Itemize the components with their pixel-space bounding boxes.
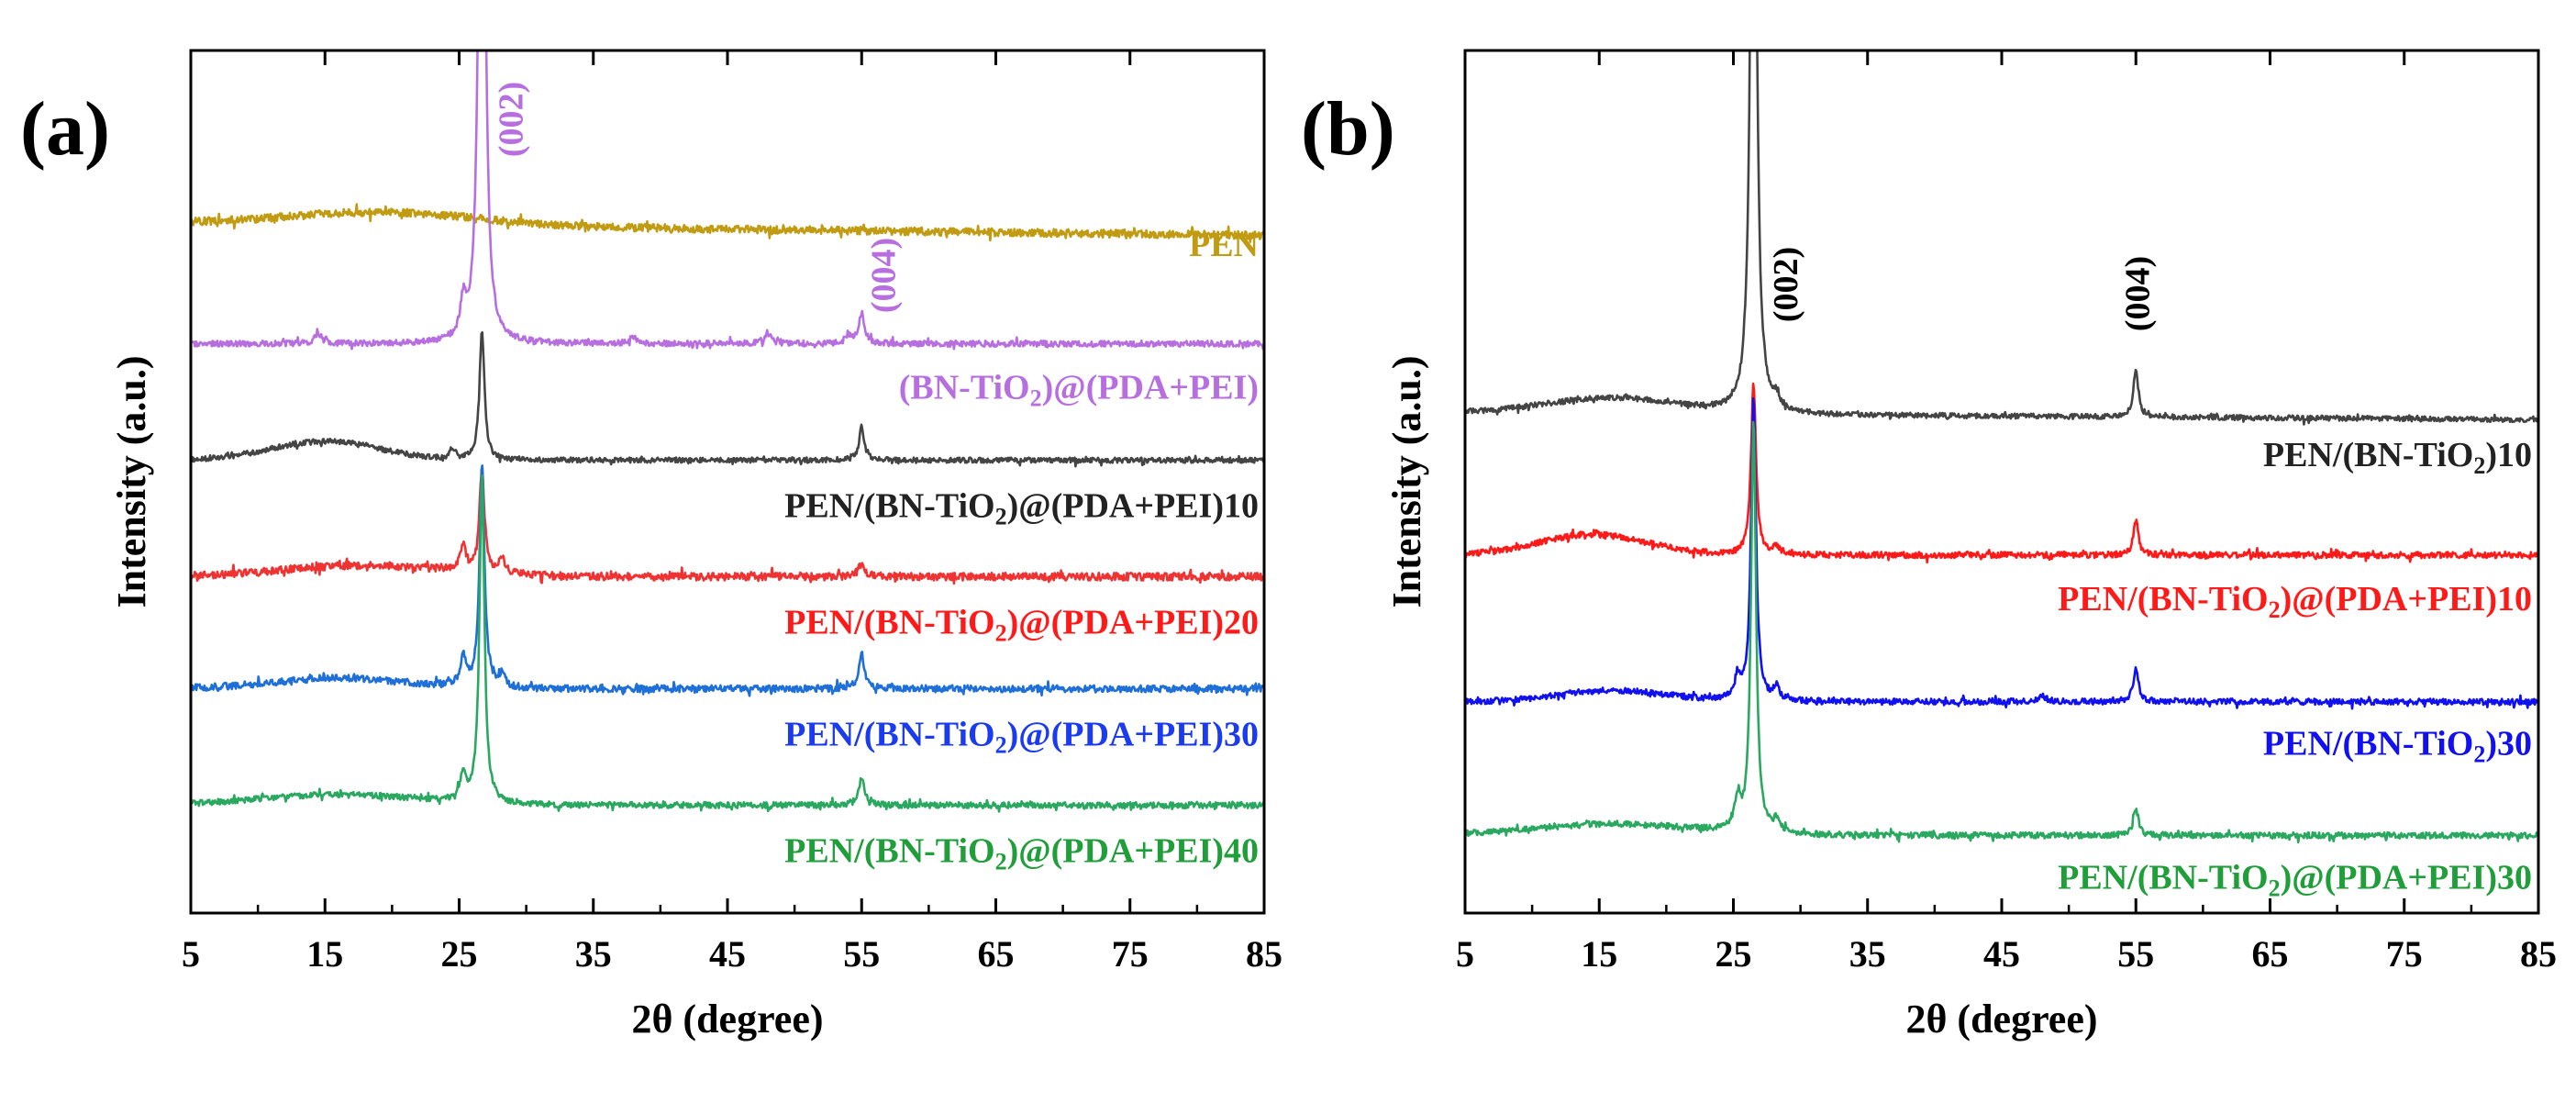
series-line-3 [1465, 420, 2538, 844]
x-tick-label: 55 [2117, 933, 2154, 975]
x-tick-label: 15 [1581, 933, 1617, 975]
y-axis-label: Intensity (a.u.) [1384, 355, 1429, 607]
series-label: PEN/(BN-TiO2)@(PDA+PEI)10 [2058, 580, 2532, 623]
plot-frame [1463, 49, 2540, 915]
series-line-2 [1465, 397, 2538, 710]
series-label: PEN/(BN-TiO2)@(PDA+PEI)20 [784, 603, 1259, 646]
x-axis-label: 2θ (degree) [631, 997, 823, 1042]
series-line-1 [191, 50, 1264, 351]
x-tick-label: 35 [575, 933, 612, 975]
series-label: PEN/(BN-TiO2)@(PDA+PEI)40 [784, 832, 1259, 875]
x-tick-label: 75 [1112, 933, 1149, 975]
x-tick-label: 65 [978, 933, 1015, 975]
x-tick-label: 5 [1456, 933, 1474, 975]
series-line-0 [1465, 50, 2538, 426]
panel-letter: (b) [1301, 86, 1395, 172]
x-tick-label: 5 [182, 933, 200, 975]
peak-annotation: (002) [492, 82, 530, 157]
series-label: PEN/(BN-TiO2)30 [2263, 725, 2532, 768]
series-line-0 [191, 203, 1264, 243]
peak-annotation: (002) [1767, 247, 1805, 322]
plot-frame [189, 49, 1266, 915]
peak-annotation: (004) [864, 238, 903, 313]
x-tick-label: 35 [1849, 933, 1886, 975]
series-group [191, 50, 1264, 813]
x-axis-label: 2θ (degree) [1905, 997, 2097, 1042]
x-tick-label: 85 [2520, 933, 2557, 975]
series-line-2 [191, 331, 1264, 468]
x-tick-label: 15 [306, 933, 343, 975]
series-line-1 [1465, 382, 2538, 564]
series-label: (BN-TiO2)@(PDA+PEI) [899, 369, 1259, 412]
x-tick-label: 55 [843, 933, 880, 975]
panel-0: 5 15 25 35 45 55 65 75 85 2θ (degree) Intensity (a… [20, 49, 1282, 1042]
series-group [1465, 50, 2538, 844]
series-line-4 [191, 464, 1264, 697]
series-label: PEN [1189, 226, 1259, 264]
x-tick-label: 65 [2252, 933, 2289, 975]
peak-annotation: (004) [2118, 256, 2157, 331]
series-label: PEN/(BN-TiO2)@(PDA+PEI)30 [784, 716, 1259, 759]
series-line-5 [191, 474, 1264, 813]
panel-letter: (a) [20, 86, 110, 172]
series-line-3 [191, 465, 1264, 585]
series-label: PEN/(BN-TiO2)10 [2263, 436, 2532, 479]
series-label: PEN/(BN-TiO2)@(PDA+PEI)30 [2058, 858, 2532, 901]
y-axis-label: Intensity (a.u.) [109, 355, 154, 607]
series-label: PEN/(BN-TiO2)@(PDA+PEI)10 [784, 487, 1259, 530]
x-tick-label: 25 [1715, 933, 1752, 975]
x-tick-label: 45 [1983, 933, 2020, 975]
x-tick-label: 85 [1246, 933, 1282, 975]
x-tick-label: 45 [709, 933, 746, 975]
x-tick-label: 75 [2386, 933, 2423, 975]
x-tick-label: 25 [441, 933, 478, 975]
panel-1: 5 15 25 35 45 55 65 75 85 2θ (degree) Intensity (a… [1301, 49, 2557, 1042]
